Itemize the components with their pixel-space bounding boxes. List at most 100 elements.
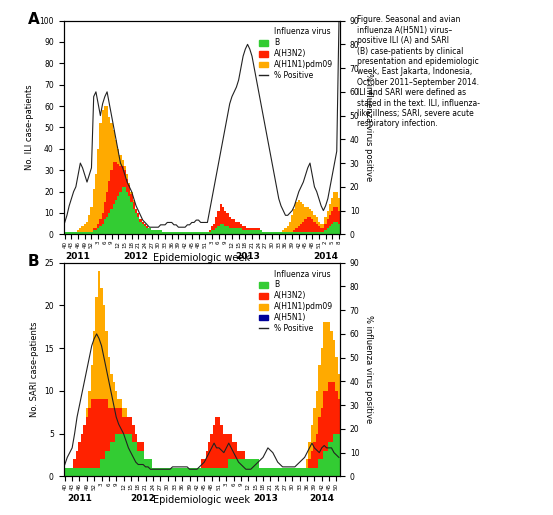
Bar [316,224,318,232]
Bar [220,425,223,468]
Bar [333,339,335,382]
Bar [75,232,77,234]
Bar [322,232,325,234]
Bar [291,232,293,234]
Bar [220,224,222,234]
Bar [98,468,100,476]
Bar [150,230,153,234]
Bar [203,459,206,468]
Bar [137,217,139,234]
Bar [274,468,276,476]
Bar [127,417,129,434]
Bar [93,400,96,468]
Bar [115,408,117,434]
Bar [271,232,273,234]
Bar [336,192,338,207]
Bar [76,468,79,476]
Bar [100,123,102,219]
Bar [316,217,318,224]
Bar [295,202,298,228]
Bar [119,192,122,234]
Bar [293,209,295,230]
Bar [330,382,333,442]
Bar [98,400,100,468]
Bar [108,117,111,181]
Bar [200,232,202,234]
Bar [206,232,208,234]
Bar [72,232,75,234]
Bar [174,468,176,476]
Bar [276,468,279,476]
Bar [68,232,70,234]
Bar [311,211,314,219]
Bar [102,110,104,213]
Bar [252,459,254,476]
Bar [203,468,206,476]
Bar [272,468,274,476]
Bar [119,166,122,192]
Bar [74,459,76,468]
Bar [228,217,231,228]
Bar [242,230,244,234]
Bar [169,232,171,234]
Bar [330,331,333,382]
Bar [92,230,95,234]
Bar [325,224,327,230]
Bar [217,211,220,226]
Bar [128,183,131,185]
Bar [152,468,154,476]
Bar [325,217,327,224]
Bar [208,232,211,234]
Bar [318,226,320,232]
Bar [213,230,215,234]
Text: 2014: 2014 [313,252,338,261]
Bar [232,459,235,476]
Bar [273,232,275,234]
Bar [179,468,181,476]
Y-axis label: % influenza virus positive: % influenza virus positive [364,73,373,182]
Bar [120,434,122,476]
Bar [93,331,96,400]
Bar [195,232,197,234]
Bar [88,232,90,234]
Bar [309,232,311,234]
Bar [258,230,260,234]
Bar [318,459,321,476]
Bar [142,224,144,234]
Bar [325,451,328,476]
X-axis label: Epidemiologic week: Epidemiologic week [153,495,251,505]
Bar [293,232,295,234]
Bar [286,226,289,232]
Bar [249,228,251,230]
Bar [126,175,128,179]
Bar [106,192,108,217]
Bar [227,434,230,459]
Bar [112,382,115,408]
Bar [131,194,133,202]
Bar [289,468,291,476]
Bar [208,468,210,476]
Bar [247,228,249,230]
Bar [134,442,137,476]
Bar [108,408,110,451]
Bar [110,442,112,476]
Bar [90,232,92,234]
Bar [166,232,169,234]
Bar [291,468,294,476]
Bar [206,451,208,468]
Bar [108,451,110,476]
Bar [307,217,309,232]
Bar [147,459,149,476]
Bar [77,232,79,234]
Bar [230,459,232,476]
Bar [88,391,91,408]
Bar [139,442,142,451]
Bar [144,224,146,226]
Bar [318,221,320,226]
Bar [103,400,105,459]
Bar [237,451,240,459]
Bar [159,468,161,476]
Bar [117,434,120,476]
Bar [131,202,133,234]
Bar [284,468,286,476]
